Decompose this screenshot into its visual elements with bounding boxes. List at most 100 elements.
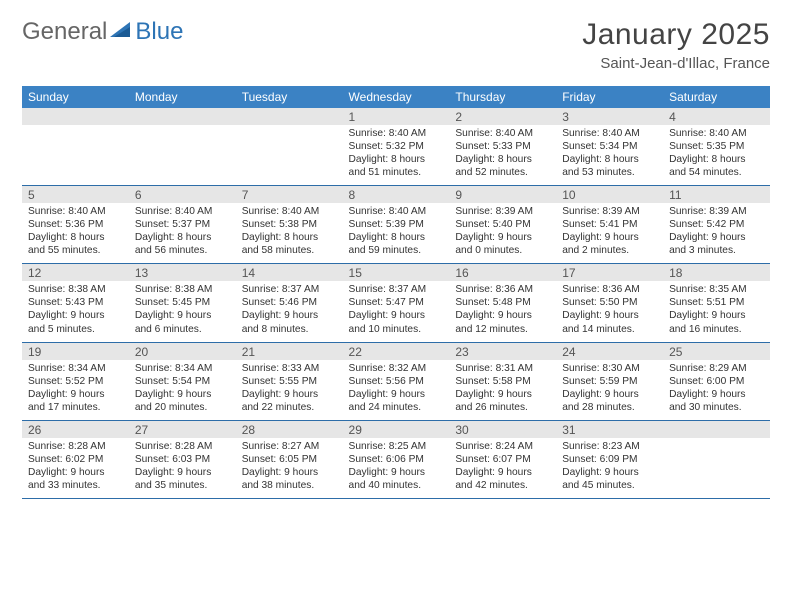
brand-logo: General Blue xyxy=(22,18,183,46)
day-details: Sunrise: 8:25 AMSunset: 6:06 PMDaylight:… xyxy=(343,438,450,498)
day-number-bar: 28 xyxy=(236,421,343,438)
day-details: Sunrise: 8:32 AMSunset: 5:56 PMDaylight:… xyxy=(343,360,450,420)
day-details: Sunrise: 8:39 AMSunset: 5:40 PMDaylight:… xyxy=(449,203,556,263)
calendar-cell: 6Sunrise: 8:40 AMSunset: 5:37 PMDaylight… xyxy=(129,186,236,264)
page-header: General Blue January 2025 Saint-Jean-d'I… xyxy=(22,18,770,72)
calendar-cell: 28Sunrise: 8:27 AMSunset: 6:05 PMDayligh… xyxy=(236,420,343,498)
day-number-bar: 31 xyxy=(556,421,663,438)
day-number-bar: 24 xyxy=(556,343,663,360)
calendar-thead: SundayMondayTuesdayWednesdayThursdayFrid… xyxy=(22,86,770,108)
day-number-bar: 25 xyxy=(663,343,770,360)
day-number-bar: 17 xyxy=(556,264,663,281)
title-block: January 2025 Saint-Jean-d'Illac, France xyxy=(582,18,770,72)
day-details: Sunrise: 8:40 AMSunset: 5:35 PMDaylight:… xyxy=(663,125,770,185)
day-details: Sunrise: 8:31 AMSunset: 5:58 PMDaylight:… xyxy=(449,360,556,420)
day-number-bar: 22 xyxy=(343,343,450,360)
calendar-cell: 14Sunrise: 8:37 AMSunset: 5:46 PMDayligh… xyxy=(236,264,343,342)
calendar-cell: 31Sunrise: 8:23 AMSunset: 6:09 PMDayligh… xyxy=(556,420,663,498)
calendar-cell: 18Sunrise: 8:35 AMSunset: 5:51 PMDayligh… xyxy=(663,264,770,342)
calendar-week-row: 26Sunrise: 8:28 AMSunset: 6:02 PMDayligh… xyxy=(22,420,770,498)
calendar-cell: 2Sunrise: 8:40 AMSunset: 5:33 PMDaylight… xyxy=(449,108,556,186)
day-number-bar: 11 xyxy=(663,186,770,203)
day-details: Sunrise: 8:34 AMSunset: 5:52 PMDaylight:… xyxy=(22,360,129,420)
day-number-bar: 19 xyxy=(22,343,129,360)
calendar-cell: 23Sunrise: 8:31 AMSunset: 5:58 PMDayligh… xyxy=(449,342,556,420)
day-number-bar: 15 xyxy=(343,264,450,281)
day-header-cell: Saturday xyxy=(663,86,770,108)
day-number-bar: 14 xyxy=(236,264,343,281)
day-details: Sunrise: 8:40 AMSunset: 5:33 PMDaylight:… xyxy=(449,125,556,185)
day-number-bar: 13 xyxy=(129,264,236,281)
day-number-bar: 18 xyxy=(663,264,770,281)
day-number-bar: 10 xyxy=(556,186,663,203)
calendar-cell: 30Sunrise: 8:24 AMSunset: 6:07 PMDayligh… xyxy=(449,420,556,498)
calendar-week-row: 1Sunrise: 8:40 AMSunset: 5:32 PMDaylight… xyxy=(22,108,770,186)
day-details: Sunrise: 8:33 AMSunset: 5:55 PMDaylight:… xyxy=(236,360,343,420)
calendar-cell: 15Sunrise: 8:37 AMSunset: 5:47 PMDayligh… xyxy=(343,264,450,342)
calendar-cell: 22Sunrise: 8:32 AMSunset: 5:56 PMDayligh… xyxy=(343,342,450,420)
day-number-bar xyxy=(663,421,770,438)
calendar-cell: 17Sunrise: 8:36 AMSunset: 5:50 PMDayligh… xyxy=(556,264,663,342)
day-details: Sunrise: 8:38 AMSunset: 5:43 PMDaylight:… xyxy=(22,281,129,341)
day-details xyxy=(236,125,343,181)
day-number-bar: 23 xyxy=(449,343,556,360)
day-details: Sunrise: 8:39 AMSunset: 5:41 PMDaylight:… xyxy=(556,203,663,263)
day-number-bar: 29 xyxy=(343,421,450,438)
day-details: Sunrise: 8:28 AMSunset: 6:03 PMDaylight:… xyxy=(129,438,236,498)
calendar-cell: 1Sunrise: 8:40 AMSunset: 5:32 PMDaylight… xyxy=(343,108,450,186)
calendar-cell: 27Sunrise: 8:28 AMSunset: 6:03 PMDayligh… xyxy=(129,420,236,498)
day-header-cell: Sunday xyxy=(22,86,129,108)
day-number-bar: 20 xyxy=(129,343,236,360)
day-number-bar: 7 xyxy=(236,186,343,203)
day-number-bar: 9 xyxy=(449,186,556,203)
calendar-cell: 25Sunrise: 8:29 AMSunset: 6:00 PMDayligh… xyxy=(663,342,770,420)
calendar-cell: 5Sunrise: 8:40 AMSunset: 5:36 PMDaylight… xyxy=(22,186,129,264)
day-details: Sunrise: 8:36 AMSunset: 5:48 PMDaylight:… xyxy=(449,281,556,341)
calendar-cell: 20Sunrise: 8:34 AMSunset: 5:54 PMDayligh… xyxy=(129,342,236,420)
calendar-week-row: 19Sunrise: 8:34 AMSunset: 5:52 PMDayligh… xyxy=(22,342,770,420)
calendar-cell-empty xyxy=(129,108,236,186)
calendar-cell: 19Sunrise: 8:34 AMSunset: 5:52 PMDayligh… xyxy=(22,342,129,420)
day-details: Sunrise: 8:24 AMSunset: 6:07 PMDaylight:… xyxy=(449,438,556,498)
day-details: Sunrise: 8:37 AMSunset: 5:47 PMDaylight:… xyxy=(343,281,450,341)
calendar-cell: 26Sunrise: 8:28 AMSunset: 6:02 PMDayligh… xyxy=(22,420,129,498)
calendar-cell: 21Sunrise: 8:33 AMSunset: 5:55 PMDayligh… xyxy=(236,342,343,420)
calendar-cell: 10Sunrise: 8:39 AMSunset: 5:41 PMDayligh… xyxy=(556,186,663,264)
day-details: Sunrise: 8:40 AMSunset: 5:38 PMDaylight:… xyxy=(236,203,343,263)
calendar-cell: 4Sunrise: 8:40 AMSunset: 5:35 PMDaylight… xyxy=(663,108,770,186)
calendar-body: 1Sunrise: 8:40 AMSunset: 5:32 PMDaylight… xyxy=(22,108,770,498)
day-number-bar: 21 xyxy=(236,343,343,360)
calendar-cell-empty xyxy=(236,108,343,186)
day-number-bar: 26 xyxy=(22,421,129,438)
day-number-bar: 8 xyxy=(343,186,450,203)
month-title: January 2025 xyxy=(582,18,770,52)
calendar-page: General Blue January 2025 Saint-Jean-d'I… xyxy=(0,0,792,517)
day-details: Sunrise: 8:28 AMSunset: 6:02 PMDaylight:… xyxy=(22,438,129,498)
day-details xyxy=(663,438,770,494)
day-details: Sunrise: 8:39 AMSunset: 5:42 PMDaylight:… xyxy=(663,203,770,263)
day-number-bar: 16 xyxy=(449,264,556,281)
calendar-week-row: 5Sunrise: 8:40 AMSunset: 5:36 PMDaylight… xyxy=(22,186,770,264)
day-details: Sunrise: 8:40 AMSunset: 5:37 PMDaylight:… xyxy=(129,203,236,263)
day-details: Sunrise: 8:23 AMSunset: 6:09 PMDaylight:… xyxy=(556,438,663,498)
day-number-bar xyxy=(22,108,129,125)
day-number-bar: 12 xyxy=(22,264,129,281)
location-subtitle: Saint-Jean-d'Illac, France xyxy=(582,55,770,72)
day-details: Sunrise: 8:27 AMSunset: 6:05 PMDaylight:… xyxy=(236,438,343,498)
day-header-cell: Wednesday xyxy=(343,86,450,108)
calendar-cell: 24Sunrise: 8:30 AMSunset: 5:59 PMDayligh… xyxy=(556,342,663,420)
day-details: Sunrise: 8:40 AMSunset: 5:36 PMDaylight:… xyxy=(22,203,129,263)
day-header-cell: Monday xyxy=(129,86,236,108)
day-details: Sunrise: 8:40 AMSunset: 5:39 PMDaylight:… xyxy=(343,203,450,263)
day-number-bar: 2 xyxy=(449,108,556,125)
day-details: Sunrise: 8:30 AMSunset: 5:59 PMDaylight:… xyxy=(556,360,663,420)
day-details xyxy=(129,125,236,181)
calendar-cell: 11Sunrise: 8:39 AMSunset: 5:42 PMDayligh… xyxy=(663,186,770,264)
calendar-table: SundayMondayTuesdayWednesdayThursdayFrid… xyxy=(22,86,770,499)
calendar-cell: 7Sunrise: 8:40 AMSunset: 5:38 PMDaylight… xyxy=(236,186,343,264)
day-details: Sunrise: 8:35 AMSunset: 5:51 PMDaylight:… xyxy=(663,281,770,341)
day-details: Sunrise: 8:37 AMSunset: 5:46 PMDaylight:… xyxy=(236,281,343,341)
day-number-bar: 4 xyxy=(663,108,770,125)
calendar-week-row: 12Sunrise: 8:38 AMSunset: 5:43 PMDayligh… xyxy=(22,264,770,342)
calendar-cell: 12Sunrise: 8:38 AMSunset: 5:43 PMDayligh… xyxy=(22,264,129,342)
